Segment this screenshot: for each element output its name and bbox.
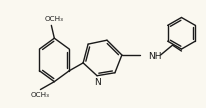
Text: NH: NH <box>148 52 161 61</box>
Text: OCH₃: OCH₃ <box>45 16 64 22</box>
Text: N: N <box>94 78 100 87</box>
Text: OCH₃: OCH₃ <box>31 92 50 98</box>
